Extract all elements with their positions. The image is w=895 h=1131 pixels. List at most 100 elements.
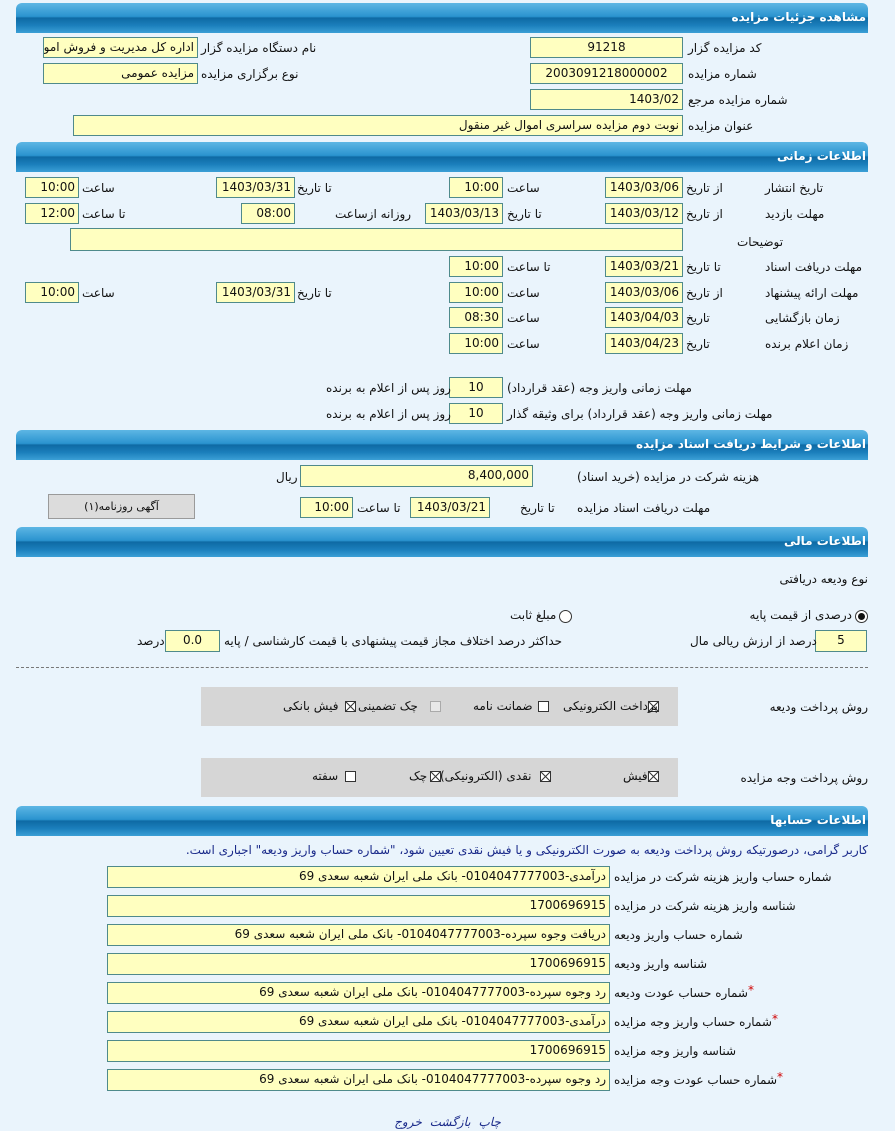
account-field[interactable]: درآمدی-0104047777003- بانک ملی ایران شعب… (107, 1011, 610, 1033)
label: ساعت (507, 311, 540, 325)
section-title: مشاهده جزئیات مزایده (731, 10, 866, 24)
offer-to-time[interactable]: 10:00 (25, 282, 79, 303)
reference-number-field[interactable]: 1403/02 (530, 89, 683, 110)
required-asterisk: * (748, 983, 754, 997)
payment-method-label: فیش (623, 769, 648, 783)
max-difference-field[interactable]: 0.0 (165, 630, 220, 652)
account-field[interactable]: 1700696915 (107, 953, 610, 975)
label: تا ساعت (82, 207, 126, 221)
label: کد مزایده گزار (688, 41, 762, 55)
account-label: شماره حساب واریز وجه مزایده (614, 1015, 772, 1029)
timing-header: اطلاعات زمانی (16, 142, 868, 172)
offer-from-time[interactable]: 10:00 (449, 282, 503, 303)
auction-code-field[interactable]: 91218 (530, 37, 683, 58)
document-fee-field[interactable]: 8,400,000 (300, 465, 533, 487)
label: تاریخ (686, 337, 710, 351)
offer-to-date[interactable]: 1403/03/31 (216, 282, 295, 303)
label: شماره مزایده مرجع (688, 93, 788, 107)
publish-to-date[interactable]: 1403/03/31 (216, 177, 295, 198)
label: تا تاریخ (297, 181, 332, 195)
payment-method-checkbox[interactable] (430, 771, 441, 782)
account-field[interactable]: رد وجوه سپرده-0104047777003- بانک ملی ای… (107, 982, 610, 1004)
account-field[interactable]: درآمدی-0104047777003- بانک ملی ایران شعب… (107, 866, 610, 888)
auction-type-field[interactable]: مزایده عمومی (43, 63, 198, 84)
winner-date[interactable]: 1403/04/23 (605, 333, 683, 354)
visit-daily-from-time[interactable]: 08:00 (241, 203, 295, 224)
exit-link[interactable]: خروج (394, 1115, 422, 1129)
docs-to-time[interactable]: 10:00 (449, 256, 503, 277)
offer-from-date[interactable]: 1403/03/06 (605, 282, 683, 303)
deposit-method-checkbox[interactable] (648, 701, 659, 712)
label: از تاریخ (686, 286, 723, 300)
payment-method-label: سفته (312, 769, 339, 783)
footer-links: چاپ بازگشت خروج (0, 1115, 895, 1129)
account-field[interactable]: رد وجوه سپرده-0104047777003- بانک ملی ای… (107, 1069, 610, 1091)
account-field[interactable]: 1700696915 (107, 1040, 610, 1062)
winner-time[interactable]: 10:00 (449, 333, 503, 354)
deposit-percent-field[interactable]: 5 (815, 630, 867, 652)
label: تا ساعت (357, 501, 401, 515)
deposit-method-label: چک تضمینی (358, 699, 418, 713)
label: مهلت زمانی واریز وجه (عقد قرارداد) (507, 381, 692, 395)
docs-to-date[interactable]: 1403/03/21 (605, 256, 683, 277)
payment-method-checkbox[interactable] (345, 771, 356, 782)
label: از تاریخ (686, 207, 723, 221)
publish-from-date[interactable]: 1403/03/06 (605, 177, 683, 198)
auction-number-field[interactable]: 2003091218000002 (530, 63, 683, 84)
label: روز پس از اعلام به برنده (326, 381, 451, 395)
visit-to-date[interactable]: 1403/03/13 (425, 203, 503, 224)
label: شماره مزایده (688, 67, 757, 81)
required-asterisk: * (777, 1070, 783, 1084)
publish-from-time[interactable]: 10:00 (449, 177, 503, 198)
documents-to-date[interactable]: 1403/03/21 (410, 497, 490, 518)
back-link[interactable]: بازگشت (429, 1115, 471, 1129)
label: ریال (276, 470, 298, 484)
fixed-amount-radio[interactable] (559, 610, 572, 623)
visit-from-date[interactable]: 1403/03/12 (605, 203, 683, 224)
label: حداکثر درصد اختلاف مجاز قیمت پیشنهادی با… (224, 634, 563, 648)
section-title: اطلاعات مالی (783, 534, 866, 548)
label: نام دستگاه مزایده گزار (201, 41, 317, 55)
label: توضیحات (737, 235, 784, 249)
label: تا تاریخ (520, 501, 555, 515)
section-title: اطلاعات حسابها (770, 813, 866, 827)
accounts-notice: کاربر گرامی، درصورتیکه روش پرداخت ودیعه … (185, 843, 868, 857)
section-title: اطلاعات و شرایط دریافت اسناد مزایده (635, 437, 866, 451)
print-link[interactable]: چاپ (478, 1115, 501, 1129)
auction-title-field[interactable]: نوبت دوم مزایده سراسری اموال غیر منقول (73, 115, 683, 136)
newspaper-ad-button[interactable]: آگهی روزنامه(۱) (48, 494, 195, 519)
pledger-payment-days[interactable]: 10 (449, 403, 503, 424)
account-label: شناسه واریز وجه مزایده (614, 1044, 737, 1058)
label: عنوان مزایده (688, 119, 754, 133)
percent-radio[interactable] (855, 610, 868, 623)
deposit-method-checkbox (430, 701, 441, 712)
label: تاریخ انتشار (765, 181, 824, 195)
account-label: شماره حساب واریز ودیعه (614, 928, 743, 942)
notes-field[interactable] (70, 228, 683, 251)
payment-method-checkbox[interactable] (648, 771, 659, 782)
account-field[interactable]: دریافت وجوه سپرده-0104047777003- بانک مل… (107, 924, 610, 946)
contract-payment-days[interactable]: 10 (449, 377, 503, 398)
deposit-method-checkbox[interactable] (345, 701, 356, 712)
account-field[interactable]: 1700696915 (107, 895, 610, 917)
label: درصد (137, 634, 165, 648)
label: تا ساعت (507, 260, 551, 274)
account-label: شناسه واریز ودیعه (614, 957, 708, 971)
opening-time[interactable]: 08:30 (449, 307, 503, 328)
label: هزینه شرکت در مزایده (خرید اسناد) (577, 470, 760, 484)
label: ساعت (507, 337, 540, 351)
payment-method-label: نقدی (الکترونیکی) (440, 769, 532, 783)
publish-to-time[interactable]: 10:00 (25, 177, 79, 198)
account-label: شماره حساب واریز هزینه شرکت در مزایده (614, 870, 832, 884)
label: تاریخ (686, 311, 710, 325)
deposit-method-label: پرداخت الکترونیکی (563, 699, 658, 713)
deposit-method-checkbox[interactable] (538, 701, 549, 712)
opening-date[interactable]: 1403/04/03 (605, 307, 683, 328)
label: مهلت زمانی واریز وجه (عقد قرارداد) برای … (507, 407, 773, 421)
visit-daily-to-time[interactable]: 12:00 (25, 203, 79, 224)
payment-method-checkbox[interactable] (540, 771, 551, 782)
label: ساعت (507, 286, 540, 300)
agency-name-field[interactable]: اداره کل مدیریت و فروش اموال (43, 37, 198, 58)
documents-to-time[interactable]: 10:00 (300, 497, 353, 518)
account-label: شماره حساب عودت ودیعه (614, 986, 748, 1000)
